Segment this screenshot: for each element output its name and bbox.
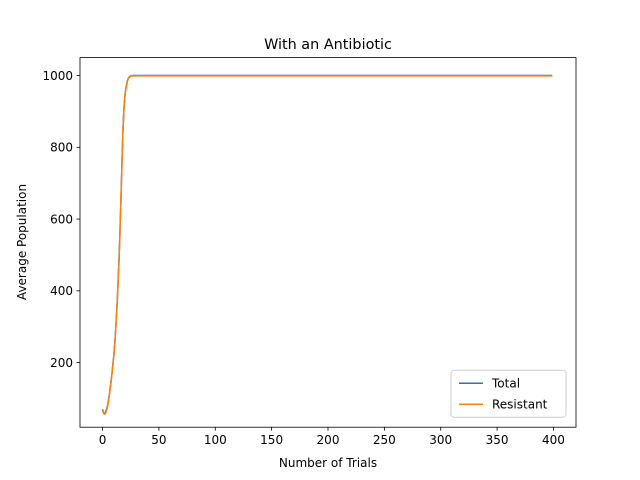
legend-box <box>450 369 567 418</box>
plot-area <box>80 57 576 428</box>
x-tick-label: 400 <box>542 433 565 447</box>
x-tick-label: 350 <box>486 433 509 447</box>
x-tick-label: 250 <box>373 433 396 447</box>
y-tick-label: 400 <box>50 284 73 298</box>
y-tick-label: 600 <box>50 212 73 226</box>
chart-title: With an Antibiotic <box>264 37 392 53</box>
y-tick-label: 800 <box>50 141 73 155</box>
x-tick-label: 0 <box>99 433 107 447</box>
x-tick-label: 50 <box>151 433 166 447</box>
x-tick-label: 100 <box>204 433 227 447</box>
x-axis-label: Number of Trials <box>279 456 377 470</box>
legend-label-resistant: Resistant <box>492 398 548 412</box>
axes: 0 50 100 150 200 250 300 350 400 200 400 600 800 1000 <box>42 57 577 447</box>
x-tick-label: 300 <box>429 433 452 447</box>
x-tick-label: 200 <box>317 433 340 447</box>
plot-background <box>80 57 576 428</box>
y-tick-label: 200 <box>50 356 73 370</box>
legend: Total Resistant <box>450 369 567 418</box>
series-line-resistant <box>101 75 553 416</box>
series-layer <box>101 74 553 416</box>
x-tick-label: 150 <box>260 433 283 447</box>
y-tick-label: 1000 <box>42 69 73 83</box>
legend-label-total: Total <box>491 377 520 391</box>
y-axis-label: Average Population <box>15 184 29 300</box>
